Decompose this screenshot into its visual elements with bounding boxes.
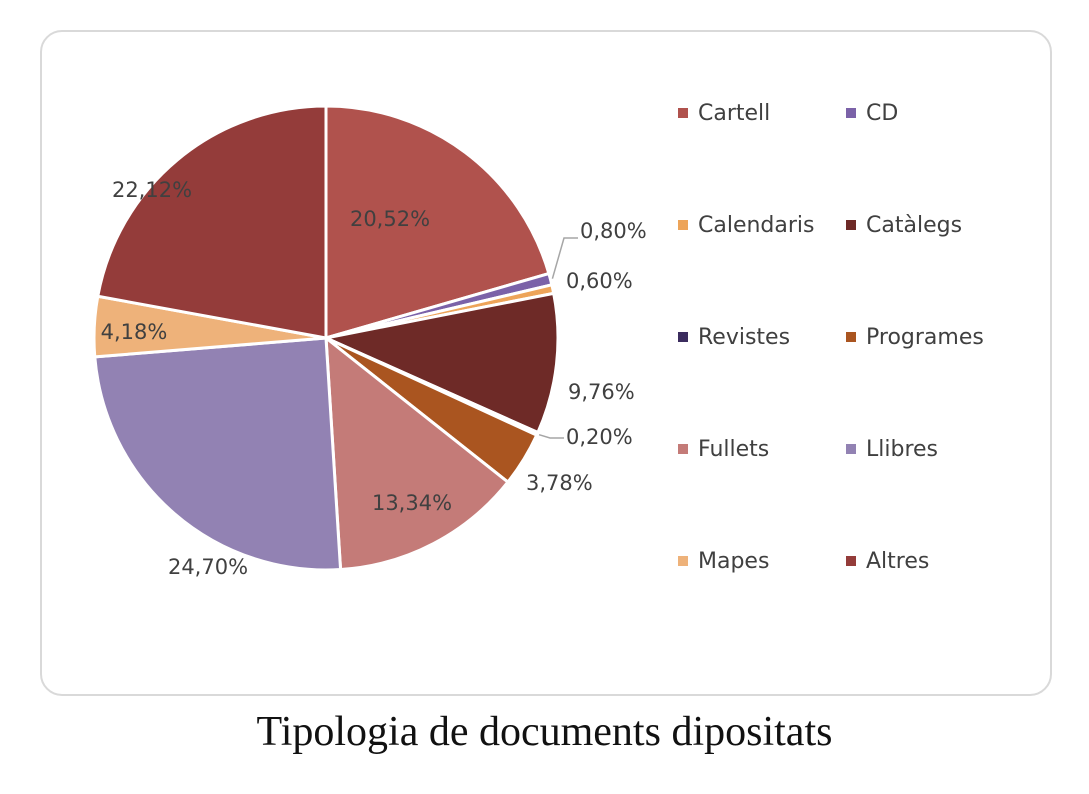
legend-item-cd: CD	[846, 98, 898, 128]
pie-slice-cat-legs	[324, 291, 560, 435]
data-label-llibres: 24,70%	[168, 555, 248, 579]
legend-label: Catàlegs	[866, 212, 963, 238]
data-label-revistes: 0,20%	[566, 425, 633, 449]
legend-label: CD	[866, 100, 899, 126]
legend-item-fullets: Fullets	[678, 434, 769, 464]
leader-lines	[538, 237, 578, 439]
legend-item-llibres: Llibres	[846, 434, 938, 464]
legend-swatch	[678, 444, 688, 454]
legend-item-calendaris: Calendaris	[678, 210, 815, 240]
data-label-calendaris: 0,60%	[566, 269, 633, 293]
legend-label: Calendaris	[698, 212, 815, 238]
pie-slice-cartell	[324, 104, 551, 340]
legend-label: Programes	[866, 324, 984, 350]
pie-slice-fullets	[324, 336, 510, 572]
legend-label: Revistes	[698, 324, 791, 350]
data-label-cartell: 20,52%	[350, 207, 430, 231]
data-label-cd: 0,80%	[580, 219, 647, 243]
legend-item-altres: Altres	[846, 546, 929, 576]
data-label-mapes: 4,18%	[101, 320, 168, 344]
legend-item-revistes: Revistes	[678, 322, 790, 352]
legend-swatch	[678, 220, 688, 230]
legend-swatch	[846, 444, 856, 454]
pie-slice-altres	[96, 104, 328, 340]
pie-slice-llibres	[93, 336, 343, 572]
legend-item-programes: Programes	[846, 322, 984, 352]
data-label-fullets: 13,34%	[372, 491, 452, 515]
chart-caption: Tipologia de documents dipositats	[256, 709, 833, 755]
leader-line-cd	[551, 237, 578, 279]
legend-label: Mapes	[698, 548, 770, 574]
legend-swatch	[846, 556, 856, 566]
legend-label: Fullets	[698, 436, 770, 462]
data-label-cat-legs: 9,76%	[568, 380, 635, 404]
legend-swatch	[846, 332, 856, 342]
legend-item-cat-legs: Catàlegs	[846, 210, 962, 240]
legend-swatch	[846, 108, 856, 118]
legend-swatch	[846, 220, 856, 230]
legend-swatch	[678, 108, 688, 118]
legend-label: Llibres	[866, 436, 939, 462]
data-label-programes: 3,78%	[526, 471, 593, 495]
legend-swatch	[678, 332, 688, 342]
pie-slices	[92, 104, 560, 572]
data-label-altres: 22,12%	[112, 178, 192, 202]
legend-label: Altres	[866, 548, 930, 574]
legend-swatch	[678, 556, 688, 566]
slice-labels: 20,52% 0,80% 0,60% 9,76% 0,20% 3,78% 13,34% 24,…	[101, 178, 647, 579]
legend-item-mapes: Mapes	[678, 546, 769, 576]
leader-line-revistes	[538, 433, 564, 439]
legend-label: Cartell	[698, 100, 771, 126]
legend-item-cartell: Cartell	[678, 98, 770, 128]
